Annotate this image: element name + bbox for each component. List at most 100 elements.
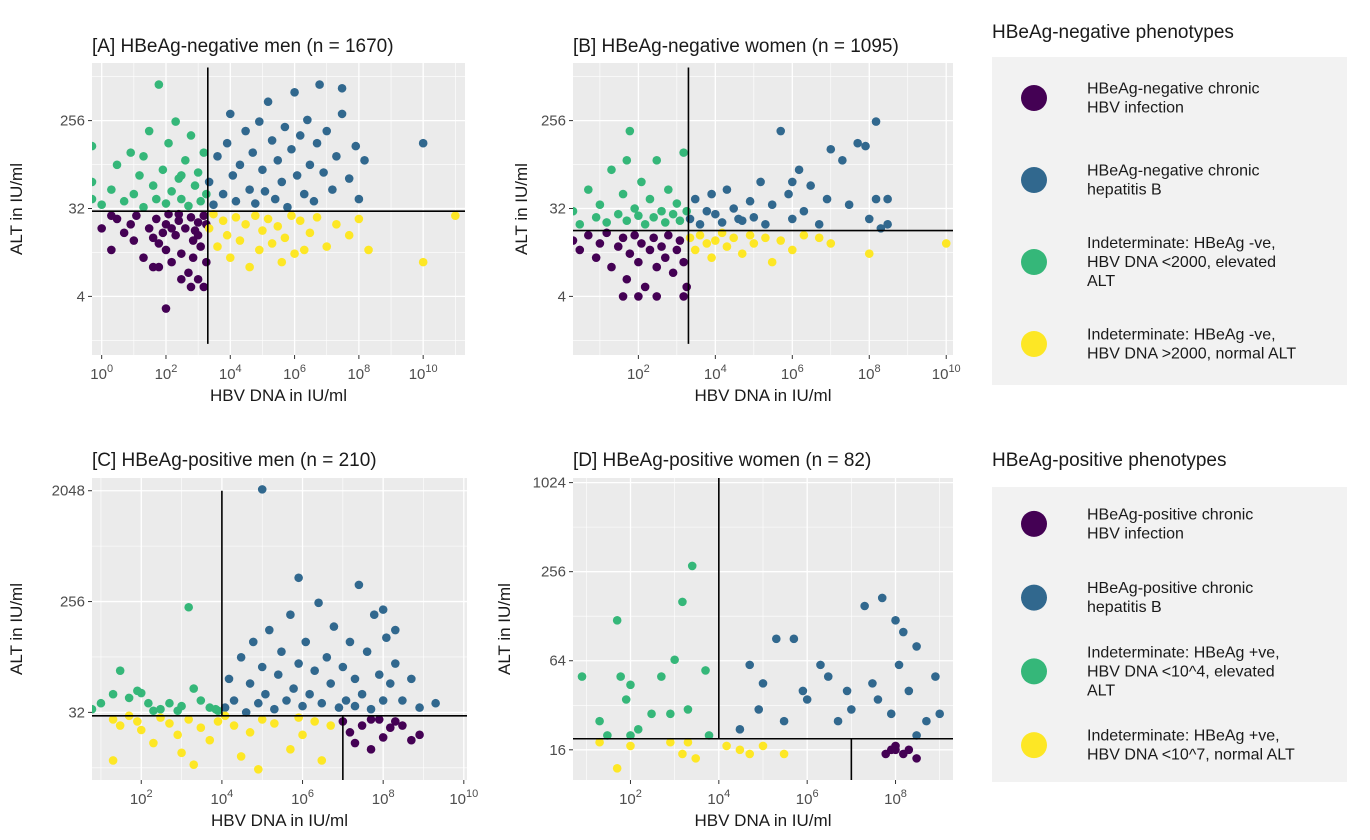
data-point-blue (877, 593, 887, 603)
y-tick-label: 256 (60, 594, 85, 611)
data-point-blue (329, 622, 339, 631)
panel-title: [C] HBeAg-positive men (n = 210) (92, 450, 377, 471)
data-point-blue (354, 194, 364, 204)
data-point-purple (645, 245, 655, 255)
panel-title: [A] HBeAg-negative men (n = 1670) (92, 36, 394, 57)
data-point-blue (357, 689, 367, 699)
data-point-green (625, 126, 635, 136)
data-point-blue (220, 703, 230, 712)
data-point-blue (418, 138, 428, 148)
data-point-purple (202, 257, 211, 267)
data-point-yellow (258, 226, 267, 235)
data-point-blue (799, 206, 809, 216)
data-point-green (164, 138, 173, 148)
data-point-blue (265, 625, 274, 635)
data-point-blue (922, 716, 931, 726)
chart-panel-4: 102 104 106 108 16 64 256 1024 [D] HBeAg-positiv… (495, 450, 953, 830)
data-point-green (664, 185, 673, 194)
data-point-green (196, 196, 205, 206)
data-point-purple (177, 274, 186, 284)
data-point-blue (228, 171, 238, 180)
data-point-purple (177, 249, 186, 258)
panel-background (92, 478, 467, 780)
data-point-purple (193, 218, 203, 227)
data-point-blue (213, 152, 222, 161)
data-point-purple (912, 754, 921, 763)
data-point-green (190, 181, 200, 190)
data-point-yellow (737, 249, 747, 258)
data-point-green (139, 202, 148, 212)
panel-title: [B] HBeAg-negative women (n = 1095) (573, 36, 899, 57)
data-point-blue (431, 698, 440, 708)
data-point-yellow (136, 725, 146, 735)
data-point-green (139, 152, 148, 161)
data-point-green (573, 206, 578, 216)
data-point-blue (366, 704, 376, 714)
data-point-purple (199, 211, 209, 220)
data-point-blue (864, 214, 874, 224)
data-point-green (622, 216, 632, 225)
data-point-purple (366, 745, 376, 754)
data-point-yellow (222, 230, 232, 240)
data-point-green (171, 117, 180, 126)
gridlines (573, 478, 953, 780)
chart-panel-1: 100 102 104 106 108 1010 4 32 256 [A] HBeAg-negat… (7, 36, 465, 405)
data-point-purple (573, 236, 578, 245)
data-point-green (136, 688, 146, 698)
data-point-yellow (678, 749, 687, 759)
data-point-blue (391, 659, 400, 668)
data-point-yellow (418, 257, 428, 267)
x-tick-label: 1010 (932, 363, 961, 383)
data-point-blue (315, 80, 324, 89)
data-point-purple (398, 721, 407, 730)
x-tick-label: 108 (347, 363, 370, 383)
data-point-green (591, 212, 601, 222)
data-point-blue (351, 141, 361, 151)
data-point-green (92, 141, 97, 151)
data-point-blue (374, 670, 384, 679)
y-tick-label: 256 (60, 113, 85, 130)
data-points (92, 80, 460, 313)
data-point-yellow (702, 239, 712, 248)
data-point-yellow (299, 245, 309, 255)
data-point-blue (282, 696, 291, 705)
data-point-yellow (287, 211, 296, 220)
data-point-green (193, 168, 203, 177)
data-point-green (124, 693, 134, 703)
data-point-green (613, 209, 623, 219)
data-point-blue (248, 637, 258, 647)
data-point-yellow (177, 748, 186, 758)
data-point-yellow (108, 756, 118, 765)
data-point-blue (317, 698, 327, 708)
data-points (92, 485, 440, 774)
data-point-blue (894, 660, 904, 670)
data-point-yellow (354, 214, 364, 224)
legend-key-purple (1021, 510, 1047, 537)
data-point-blue (225, 109, 235, 119)
data-point-blue (711, 209, 720, 219)
data-point-yellow (735, 745, 745, 755)
data-point-blue (270, 704, 279, 714)
x-tick-label: 102 (627, 363, 650, 383)
data-point-blue (236, 652, 246, 662)
data-point-yellow (814, 233, 824, 243)
data-point-green (177, 701, 186, 711)
data-point-green (196, 696, 206, 705)
legend-box (992, 57, 1347, 385)
data-point-purple (591, 253, 601, 262)
data-point-yellow (595, 737, 604, 747)
data-point-purple (167, 257, 176, 267)
data-point-yellow (683, 737, 693, 747)
legend-item-yellow: Indeterminate: HBeAg +ve, HBV DNA <10^7, … (1021, 728, 1295, 764)
data-point-purple (139, 253, 148, 262)
data-point-green (657, 206, 666, 216)
data-point-blue (257, 662, 267, 672)
data-point-blue (289, 684, 298, 693)
data-point-green (149, 706, 158, 716)
data-point-blue (398, 696, 407, 705)
data-point-purple (634, 257, 643, 267)
data-point-yellow (273, 222, 283, 231)
data-point-green (189, 684, 199, 693)
data-point-purple (618, 292, 628, 301)
legend-2: HBeAg-positive phenotypes HBeAg-positive … (992, 450, 1347, 782)
